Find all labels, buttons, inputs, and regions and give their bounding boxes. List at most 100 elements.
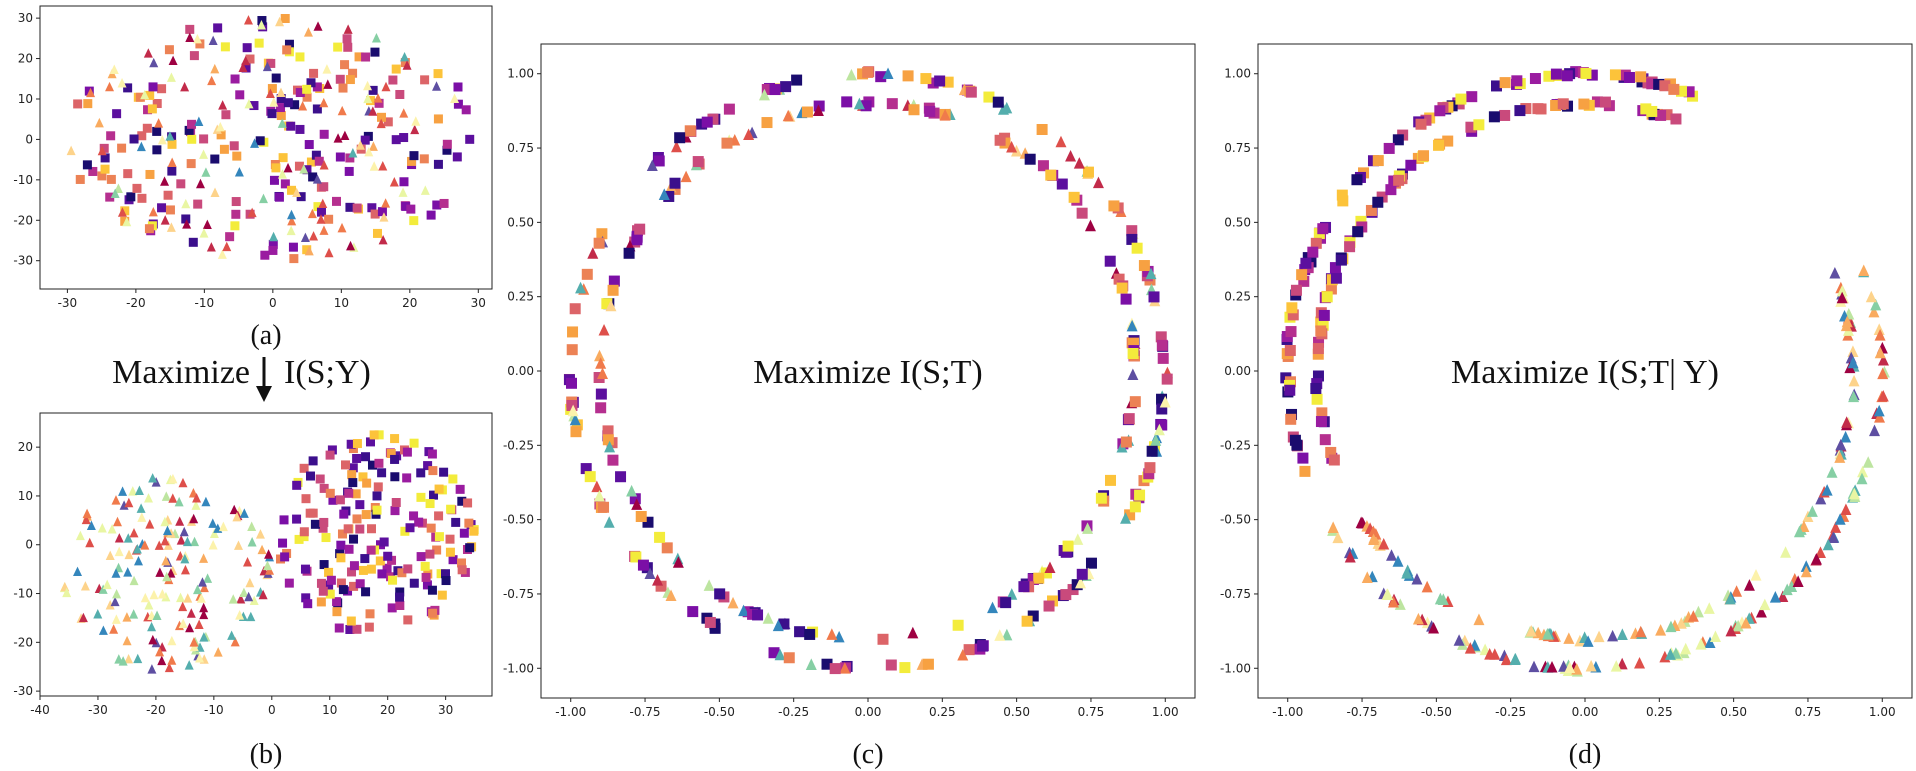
panel-a-triangles-point — [202, 219, 212, 230]
panel-d-squares-inner-point — [1312, 343, 1324, 355]
panel-d-ytick-label: -1.00 — [1220, 661, 1251, 675]
panel-b-triangles-point — [122, 635, 132, 646]
panel-d-squares-inner-point — [1335, 254, 1347, 266]
panel-a-squares-point — [195, 39, 205, 49]
panel-c-outer-ring-point — [845, 68, 857, 81]
panel-b-triangles-point — [140, 592, 150, 603]
panel-b-squares-point — [355, 500, 365, 510]
panel-b-triangles-point — [78, 612, 88, 623]
panel-a-squares-point — [370, 47, 380, 57]
panel-d-triangles-outer-point — [1870, 298, 1882, 311]
panel-b-squares-point — [374, 430, 384, 440]
panel-c-ytick-label: -0.50 — [503, 513, 534, 527]
panel-c-outer-ring-point — [920, 73, 932, 85]
panel-a-triangles-point — [247, 207, 257, 218]
panel-d-triangles-outer-point — [1759, 598, 1771, 611]
panel-a-squares-point — [164, 45, 174, 55]
panel-c-outer-ring-point — [1156, 419, 1168, 431]
panel-d-triangles-outer-point — [1725, 624, 1737, 637]
panel-c-inner-ring-point — [1082, 522, 1094, 534]
panel-a-triangles-point — [323, 79, 333, 89]
panel-a-triangles-point — [319, 225, 329, 235]
panel-d-squares-inner-point — [1312, 370, 1324, 382]
panel-a-triangles-point — [364, 146, 374, 157]
panel-c-outer-ring-point — [963, 644, 975, 656]
panel-d-squares-outer-point — [1511, 75, 1523, 87]
panel-c-outer-ring-point — [774, 648, 786, 661]
panel-d-ytick-label: 0.50 — [1224, 215, 1251, 229]
panel-d-squares-inner-point — [1317, 319, 1329, 331]
panel-b-triangles-point — [102, 579, 112, 590]
panel-d-squares-outer-point — [1609, 69, 1621, 81]
panel-c-caption: (c) — [852, 739, 883, 770]
panel-a-ytick-label: 20 — [18, 52, 33, 66]
panel-b-squares-point — [374, 458, 384, 468]
panel-a-squares-point — [345, 202, 355, 212]
panel-a-squares-point — [221, 110, 231, 120]
panel-c-inner-ring-point — [654, 531, 666, 543]
panel-a-squares-point — [135, 92, 145, 102]
panel-b-squares-point — [338, 585, 348, 595]
panel-a-triangles-point — [160, 215, 170, 225]
panel-a-squares-point — [88, 166, 98, 176]
panel-b-triangles-point — [257, 544, 267, 555]
panel-d-triangles-outer-point — [1874, 329, 1886, 341]
panel-c-ytick-label: 0.25 — [507, 290, 534, 304]
panel-d-triangles-inner-point — [1437, 593, 1449, 605]
panel-d-squares-outer-point — [1383, 142, 1395, 154]
panel-a-triangles-point — [110, 188, 120, 198]
panel-b-triangles-point — [168, 493, 178, 503]
panel-b-squares-point — [361, 587, 371, 597]
panel-c-outer-ring-point — [567, 404, 579, 417]
panel-a-squares-point — [302, 245, 312, 255]
panel-a-squares-point — [73, 99, 83, 109]
panel-a-xtick-label: -30 — [58, 296, 78, 310]
panel-d-triangles-inner-point — [1692, 605, 1704, 618]
panel-d-xtick-label: 0.50 — [1720, 705, 1747, 719]
panel-c-outer-ring-point — [1060, 589, 1072, 601]
panel-a-triangles-point — [269, 231, 279, 242]
panel-b-caption: (b) — [250, 739, 283, 770]
panel-c-ytick-label: 0.50 — [507, 215, 534, 229]
panel-b-squares-point — [332, 607, 342, 617]
panel-a-triangles-point — [256, 19, 266, 30]
panel-c-outer-ring-point — [567, 326, 579, 338]
panel-b-triangles-point — [148, 473, 158, 483]
panel-a-triangles-point — [160, 176, 170, 186]
panel-d-squares-outer-point — [1284, 345, 1296, 357]
panel-a-triangles-point — [201, 167, 211, 177]
panel-c-inner-ring-point — [669, 177, 681, 189]
panel-b-squares-point — [445, 547, 455, 557]
panel-b-triangles-point — [129, 575, 139, 586]
panel-d-triangles-inner-point — [1607, 629, 1619, 642]
panel-d-squares-outer-point — [1675, 85, 1687, 97]
panel-d-squares-inner-point — [1325, 446, 1337, 458]
panel-c-inner-ring-point — [1123, 413, 1135, 425]
panel-b-squares-point — [337, 529, 347, 539]
panel-d-triangles-inner-point — [1541, 628, 1553, 640]
panel-a-squares-point — [276, 111, 286, 121]
panel-b-triangles-point — [133, 653, 143, 664]
panel-b-squares-point — [390, 434, 400, 444]
panel-b-triangles-point — [98, 584, 108, 594]
panel-a-squares-point — [286, 121, 296, 131]
panel-b-squares-point — [377, 569, 387, 579]
panel-a-triangles-point — [309, 231, 319, 241]
panel-a-triangles-point — [182, 219, 192, 229]
panel-d-triangles-inner-point — [1687, 610, 1699, 622]
panel-c-outer-ring-point — [584, 471, 596, 483]
panel-b-squares-point — [427, 585, 437, 595]
panel-b-squares-point — [325, 589, 335, 599]
panel-b-squares-point — [352, 453, 362, 463]
panel-d-triangles-inner-point — [1703, 602, 1715, 614]
panel-b-squares-point — [390, 472, 400, 482]
panel-a-xtick-label: 30 — [471, 296, 486, 310]
panel-b-squares-point — [278, 538, 288, 548]
panel-b-squares-point — [284, 578, 294, 588]
panel-b-squares-point — [434, 484, 444, 494]
panel-c-outer-ring-point — [1129, 501, 1141, 513]
panel-d-triangles-inner-point — [1841, 315, 1853, 328]
panel-b-xtick-label: -10 — [204, 703, 224, 717]
panel-d-squares-inner-point — [1520, 103, 1532, 115]
panel-c-inner-ring-point — [841, 96, 853, 108]
